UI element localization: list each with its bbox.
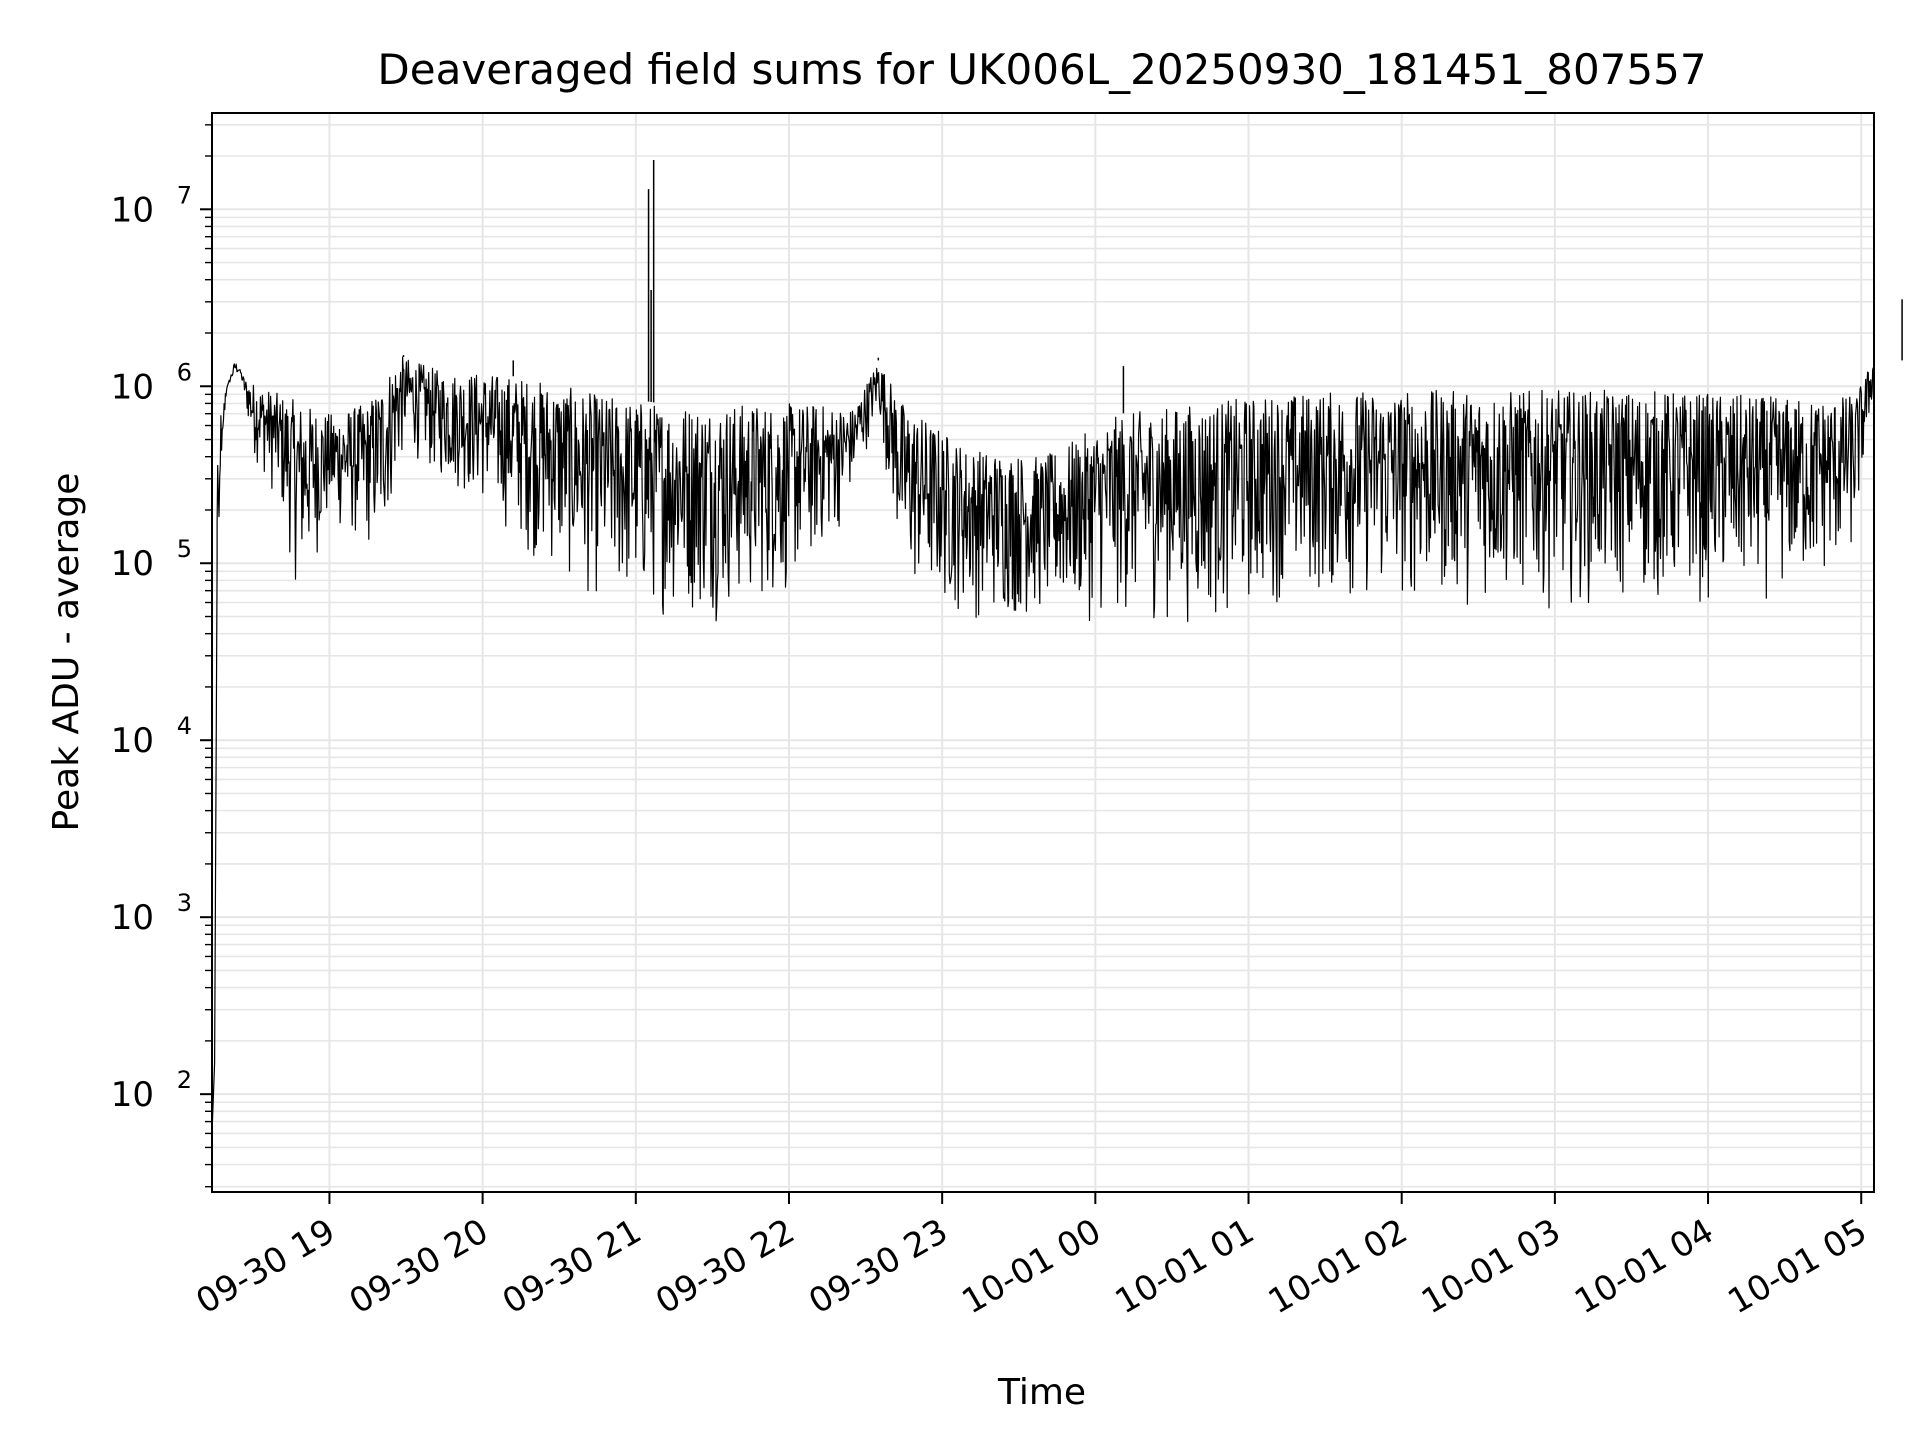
plot-frame	[211, 112, 1875, 1193]
y-tick-base: 10	[111, 898, 154, 938]
y-axis-label: Peak ADU - average	[46, 473, 87, 832]
y-tick-base: 10	[111, 190, 154, 230]
y-tick-label: 10	[111, 190, 154, 230]
y-tick-exponent: 7	[177, 181, 192, 209]
y-tick-base: 10	[111, 721, 154, 761]
y-tick-exponent: 2	[177, 1066, 192, 1094]
y-tick-exponent: 5	[177, 535, 192, 563]
y-tick-label: 10	[111, 898, 154, 938]
data-line	[211, 356, 1875, 1134]
y-tick-base: 10	[111, 544, 154, 584]
y-tick-label: 10	[111, 1075, 154, 1115]
y-tick-label: 10	[111, 721, 154, 761]
y-tick-exponent: 3	[177, 889, 192, 917]
y-tick-label: 10	[111, 544, 154, 584]
chart-title: Deaveraged field sums for UK006L_2025093…	[377, 45, 1706, 94]
data-layer	[211, 159, 1903, 1134]
y-tick-exponent: 6	[177, 358, 192, 386]
x-axis-label: Time	[997, 1372, 1086, 1413]
y-tick-base: 10	[111, 367, 154, 407]
y-tick-base: 10	[111, 1075, 154, 1115]
y-tick-exponent: 4	[177, 712, 192, 740]
y-tick-label: 10	[111, 367, 154, 407]
grid-layer	[212, 113, 1874, 1192]
